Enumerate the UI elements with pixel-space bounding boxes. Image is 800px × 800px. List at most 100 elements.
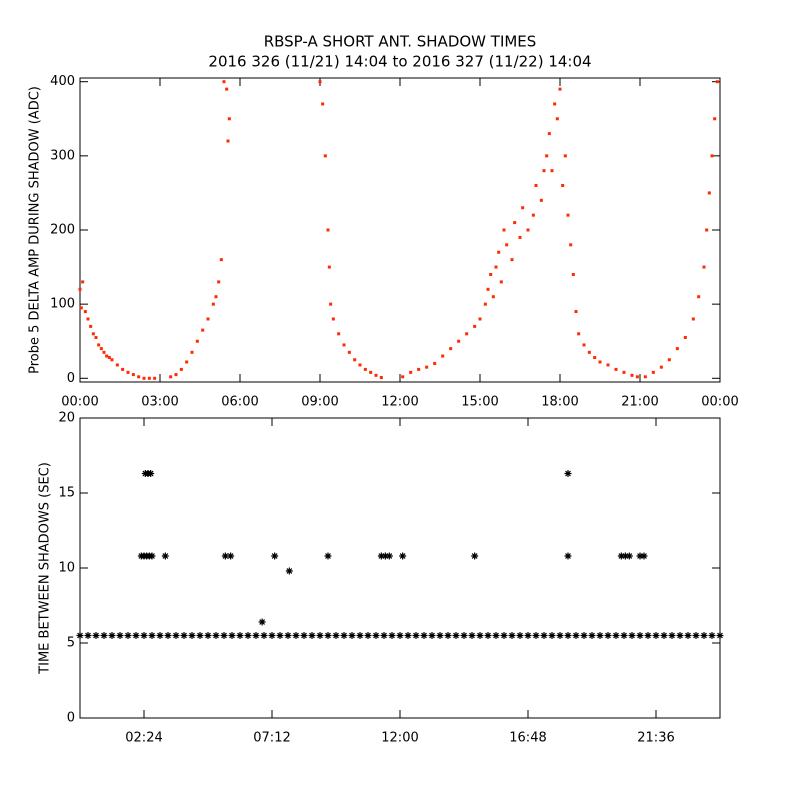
data-point: [276, 632, 284, 639]
data-point: [196, 632, 204, 639]
data-point: [710, 154, 714, 158]
y-tick-label: 20: [58, 411, 75, 426]
data-point: [700, 632, 708, 639]
data-point: [564, 552, 572, 560]
data-point: [513, 221, 517, 225]
data-point: [545, 154, 549, 158]
data-point: [292, 632, 300, 639]
data-point: [219, 258, 223, 262]
data-point: [374, 373, 378, 377]
data-point: [420, 632, 428, 639]
data-point: [153, 376, 157, 380]
data-point: [580, 632, 588, 639]
data-point: [550, 169, 554, 173]
data-point: [651, 370, 655, 374]
data-point: [564, 632, 572, 639]
data-point: [492, 632, 500, 639]
data-point: [115, 363, 119, 367]
data-point: [636, 632, 644, 639]
data-point: [342, 343, 346, 347]
data-point: [555, 117, 559, 121]
data-point: [220, 632, 228, 639]
data-point: [174, 373, 178, 377]
x-tick-label: 12:00: [381, 395, 418, 410]
data-point: [148, 632, 156, 639]
data-point: [468, 632, 476, 639]
data-point: [491, 295, 495, 299]
data-point: [598, 360, 602, 364]
data-point: [563, 154, 567, 158]
data-point: [683, 336, 687, 340]
data-point: [471, 552, 479, 560]
data-point: [121, 367, 125, 371]
data-point: [107, 356, 111, 360]
data-point: [622, 370, 626, 374]
data-point: [300, 632, 308, 639]
data-point: [211, 302, 215, 306]
x-tick-label: 06:00: [221, 395, 258, 410]
data-point: [457, 339, 461, 343]
data-point: [206, 317, 210, 321]
x-tick-label: 00:00: [61, 395, 98, 410]
y-tick-label: 200: [50, 223, 75, 238]
data-point: [353, 358, 357, 362]
data-point: [221, 552, 229, 560]
data-point: [508, 632, 516, 639]
data-point: [169, 375, 173, 379]
data-point: [190, 350, 194, 354]
data-point: [667, 358, 671, 362]
data-point: [702, 265, 706, 269]
data-point: [659, 365, 663, 369]
data-point: [142, 376, 146, 380]
data-point: [409, 370, 413, 374]
x-tick-label: 09:00: [301, 395, 338, 410]
data-point: [596, 632, 604, 639]
x-tick-label: 02:24: [125, 731, 162, 746]
data-point: [236, 632, 244, 639]
data-point: [214, 295, 218, 299]
data-point: [628, 632, 636, 639]
data-point: [332, 632, 340, 639]
data-point: [102, 350, 106, 354]
data-point: [225, 87, 229, 91]
x-tick-label: 18:00: [541, 395, 578, 410]
data-point: [321, 102, 325, 106]
data-point: [502, 228, 506, 232]
data-point: [561, 184, 565, 188]
data-point: [99, 347, 103, 351]
data-point: [195, 339, 199, 343]
data-point: [484, 632, 492, 639]
data-point: [640, 552, 648, 560]
data-point: [323, 154, 327, 158]
data-point: [617, 552, 625, 560]
y-tick-label: 400: [50, 74, 75, 89]
data-point: [252, 632, 260, 639]
data-point: [449, 347, 453, 351]
data-point: [715, 80, 719, 84]
data-point: [388, 632, 396, 639]
data-point: [582, 343, 586, 347]
data-point: [433, 361, 437, 365]
data-point: [606, 363, 610, 367]
data-point: [201, 328, 205, 332]
data-point: [356, 632, 364, 639]
data-point: [534, 184, 538, 188]
data-point: [76, 632, 84, 639]
data-point: [691, 317, 695, 321]
data-point: [204, 632, 212, 639]
data-point: [572, 632, 580, 639]
data-point: [268, 632, 276, 639]
data-point: [707, 191, 711, 195]
data-point: [630, 373, 634, 377]
data-point: [692, 632, 700, 639]
data-point: [91, 332, 95, 336]
data-point: [147, 376, 151, 380]
data-point: [486, 287, 490, 291]
data-point: [404, 632, 412, 639]
data-point: [337, 332, 341, 336]
data-point: [494, 265, 498, 269]
data-point: [131, 373, 135, 377]
data-point: [89, 324, 93, 328]
data-point: [542, 169, 546, 173]
data-point: [318, 80, 322, 84]
